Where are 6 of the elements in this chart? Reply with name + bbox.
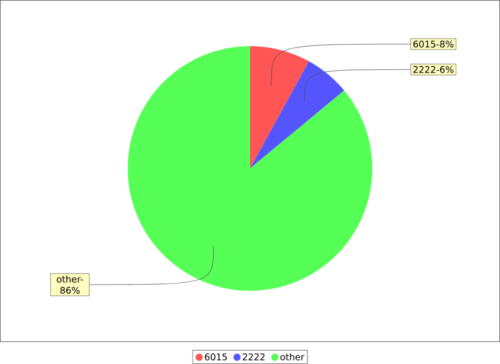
legend-label: 6015 bbox=[204, 353, 227, 360]
legend-label: other bbox=[280, 353, 304, 360]
text: 2222-6% bbox=[413, 66, 454, 73]
text: other-86% bbox=[56, 275, 84, 294]
legend-label: 2222 bbox=[242, 353, 265, 360]
text: 6015-8% bbox=[413, 40, 454, 48]
